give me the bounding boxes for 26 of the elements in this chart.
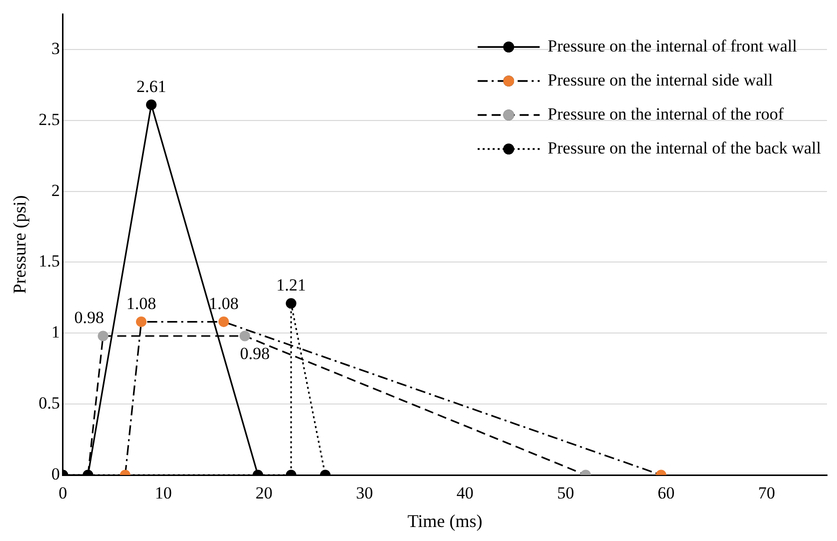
legend-label: Pressure on the internal of the back wall bbox=[548, 138, 822, 158]
annotation: 0.98 bbox=[240, 344, 270, 363]
annotation: 1.21 bbox=[276, 275, 306, 294]
x-tick-label: 50 bbox=[557, 484, 574, 503]
legend-label: Pressure on the internal of front wall bbox=[548, 36, 798, 56]
x-tick-label: 30 bbox=[356, 484, 373, 503]
y-tick-label: 0.5 bbox=[38, 394, 60, 413]
y-axis-title: Pressure (psi) bbox=[10, 195, 30, 294]
x-tick-label: 60 bbox=[658, 484, 675, 503]
legend-label: Pressure on the internal side wall bbox=[548, 70, 774, 90]
y-tick-label: 2 bbox=[51, 180, 60, 200]
y-tick-label: 2.5 bbox=[38, 110, 60, 129]
x-tick-label: 40 bbox=[456, 484, 474, 503]
y-tick-label: 1 bbox=[51, 322, 60, 342]
y-tick-label: 0 bbox=[51, 464, 60, 484]
annotation: 1.08 bbox=[126, 294, 156, 313]
annotation: 0.98 bbox=[74, 308, 104, 327]
x-tick-label: 10 bbox=[154, 484, 172, 503]
legend-label: Pressure on the internal of the roof bbox=[548, 104, 784, 124]
x-tick-label: 20 bbox=[255, 484, 272, 503]
x-tick-label: 70 bbox=[758, 484, 776, 503]
y-tick-label: 3 bbox=[51, 38, 60, 58]
annotation: 1.08 bbox=[208, 294, 239, 313]
y-tick-label: 1.5 bbox=[38, 252, 60, 271]
x-axis-title: Time (ms) bbox=[407, 510, 482, 531]
annotation: 2.61 bbox=[136, 76, 166, 96]
